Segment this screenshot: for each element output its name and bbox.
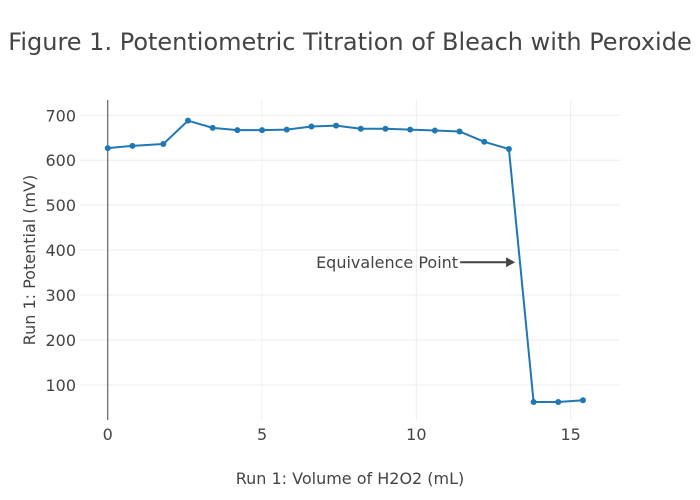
- data-point[interactable]: [456, 128, 463, 135]
- data-point[interactable]: [308, 123, 315, 130]
- data-point[interactable]: [185, 117, 191, 124]
- data-point[interactable]: [382, 125, 389, 132]
- chart-title: Figure 1. Potentiometric Titration of Bl…: [8, 28, 691, 56]
- annotations: Equivalence Point: [316, 253, 516, 272]
- data-series: [104, 117, 586, 406]
- y-tick-label-700: 700: [45, 106, 76, 125]
- y-tick-label-200: 200: [45, 331, 76, 350]
- data-point[interactable]: [431, 127, 438, 134]
- data-point[interactable]: [283, 126, 290, 133]
- annotation-arrow-head: [506, 257, 516, 268]
- data-point[interactable]: [209, 124, 216, 131]
- series-line-0: [107, 119, 584, 404]
- data-point[interactable]: [555, 399, 562, 406]
- x-tick-label-5: 5: [257, 425, 267, 444]
- y-tick-label-300: 300: [45, 286, 76, 305]
- y-tick-label-400: 400: [45, 241, 76, 260]
- y-tick-label-100: 100: [45, 376, 76, 395]
- y-axis-title: Run 1: Potential (mV): [20, 175, 39, 346]
- data-point[interactable]: [160, 141, 167, 148]
- data-point[interactable]: [104, 145, 111, 152]
- data-point[interactable]: [579, 397, 586, 404]
- data-point[interactable]: [407, 126, 414, 133]
- data-point[interactable]: [259, 127, 266, 134]
- data-point[interactable]: [333, 122, 340, 129]
- x-tick-label-10: 10: [406, 425, 426, 444]
- grid-lines: [80, 100, 620, 420]
- data-point[interactable]: [234, 127, 241, 134]
- x-axis-title: Run 1: Volume of H2O2 (mL): [236, 469, 465, 488]
- data-point[interactable]: [357, 125, 364, 132]
- data-point[interactable]: [481, 138, 488, 145]
- data-point[interactable]: [530, 399, 537, 406]
- data-point[interactable]: [129, 142, 136, 149]
- tick-labels: 100 200 300 400 500 600 700 0 5 10 15: [45, 106, 580, 444]
- y-tick-label-600: 600: [45, 151, 76, 170]
- x-tick-label-15: 15: [560, 425, 580, 444]
- annotation-text: Equivalence Point: [316, 253, 458, 272]
- y-tick-label-500: 500: [45, 196, 76, 215]
- x-tick-label-0: 0: [103, 425, 113, 444]
- data-point[interactable]: [505, 145, 512, 152]
